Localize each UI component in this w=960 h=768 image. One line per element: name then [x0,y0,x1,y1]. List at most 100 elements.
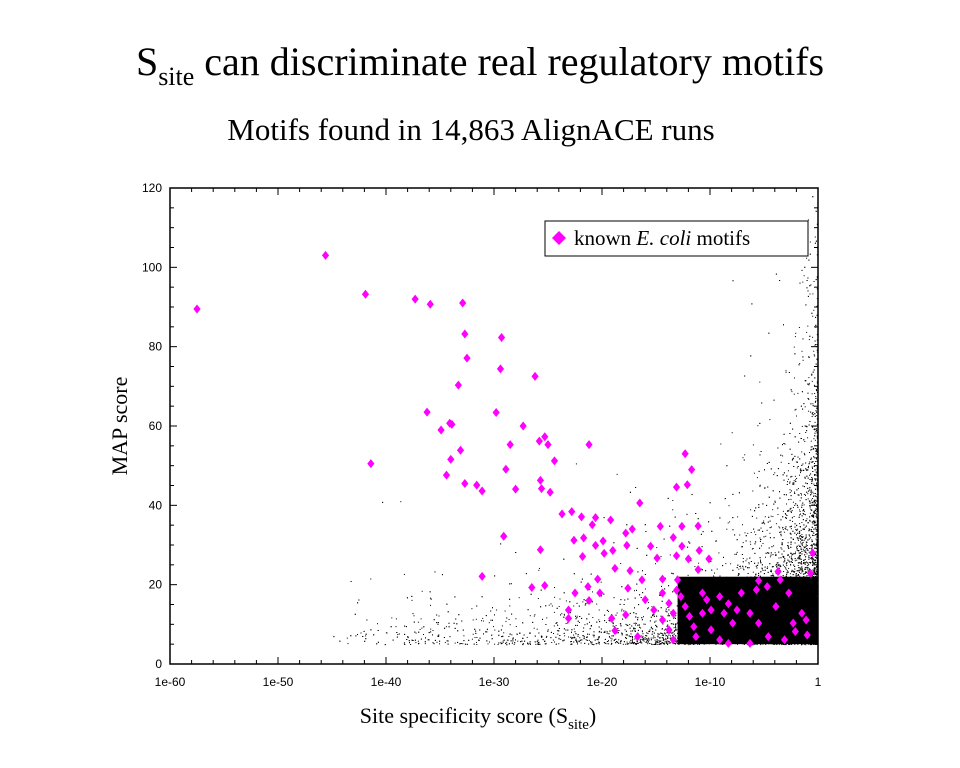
background-point [553,625,555,627]
background-point [411,599,413,601]
background-point [812,315,814,317]
background-point [801,571,803,573]
background-point [748,563,750,565]
background-point [756,517,758,519]
background-point [740,565,741,567]
background-point [813,560,815,561]
background-point [802,541,804,543]
background-point [576,615,578,617]
background-point [644,638,646,640]
background-point [785,568,787,570]
background-point [801,534,803,536]
background-point [631,640,633,642]
background-point [557,633,559,635]
background-point [346,637,348,639]
background-point [789,492,791,494]
background-point [805,380,807,382]
background-point [592,617,594,618]
background-point [646,632,648,634]
background-point [675,618,676,619]
background-point [727,522,729,524]
background-point [744,532,746,534]
background-point [816,569,818,571]
background-point [454,642,456,644]
background-point [493,626,494,628]
background-point [806,566,808,568]
background-point [813,483,815,485]
background-point [563,613,565,615]
background-point [788,567,790,569]
background-point [606,630,608,632]
background-point [737,516,739,518]
background-point [554,596,556,598]
background-point [646,639,648,641]
background-point [644,623,646,625]
background-point [593,636,595,638]
background-point [801,350,803,352]
background-point [806,331,808,333]
background-point [716,568,718,570]
background-point [814,421,816,423]
background-point [400,501,402,503]
background-point [618,639,620,641]
background-point [812,336,814,338]
background-point [504,610,506,612]
background-point [438,615,440,617]
background-point [802,485,804,487]
background-point [632,639,633,641]
background-point [427,639,429,641]
background-point [806,561,807,563]
background-point [780,535,782,537]
background-point [589,621,590,623]
background-point [570,641,572,643]
background-point [430,604,431,606]
background-point [811,477,813,479]
background-point [810,490,812,492]
background-point [475,618,477,620]
background-point [583,635,585,637]
background-point [535,643,537,645]
background-point [759,484,761,486]
background-point [502,640,504,642]
background-point [808,558,810,560]
background-point [501,625,503,627]
background-point [798,530,800,532]
background-point [800,545,802,547]
background-point [791,569,793,571]
background-point [816,575,817,577]
background-point [751,548,753,550]
background-point [511,634,513,636]
background-point [643,640,645,642]
background-point [536,643,538,645]
background-point [601,595,602,597]
background-point [805,543,807,545]
background-point [815,449,817,451]
background-point [762,570,764,571]
background-point [533,615,535,617]
background-point [756,477,758,479]
background-point [808,339,810,341]
background-point [471,608,473,610]
background-point [665,635,667,637]
background-point [509,624,511,626]
background-point [764,516,766,518]
background-point [670,635,671,637]
background-point [370,578,372,580]
background-point [610,640,612,642]
background-point [813,500,815,502]
background-point [812,491,814,493]
background-point [811,539,813,541]
background-point [395,618,397,620]
background-point [775,523,777,525]
background-point [816,472,818,474]
background-point [808,569,810,571]
background-point [663,635,664,637]
background-point [730,563,732,565]
background-point [673,627,675,629]
background-point [720,443,722,445]
background-point [613,626,615,628]
background-point [660,556,662,557]
background-point [809,474,811,476]
background-point [673,631,675,632]
background-point [804,558,806,560]
